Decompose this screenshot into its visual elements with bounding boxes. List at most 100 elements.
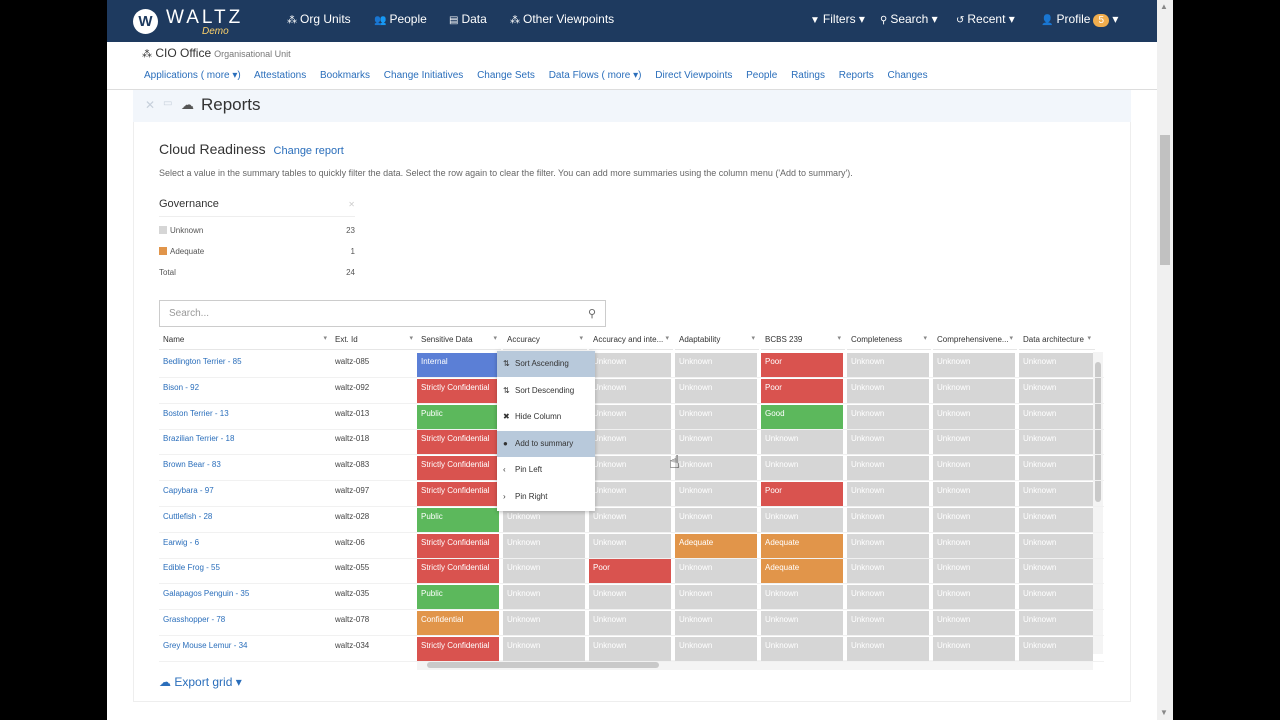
app-name-link[interactable]: Bison - 92 — [163, 382, 200, 392]
nav-search[interactable]: ⚲ Search ▾ — [880, 12, 938, 26]
rating-cell[interactable]: Unknown — [761, 611, 843, 635]
section-direct-viewpoints[interactable]: Direct Viewpoints — [655, 70, 733, 81]
brand[interactable]: W WALTZ Demo — [133, 7, 256, 37]
rating-cell[interactable]: Unknown — [933, 404, 1015, 429]
column-menu-icon[interactable]: ▾ — [323, 335, 327, 342]
nav-org-units[interactable]: ⁂ Org Units — [287, 12, 351, 26]
rating-cell[interactable]: Unknown — [675, 456, 757, 481]
rating-cell[interactable]: Unknown — [675, 507, 757, 532]
rating-cell[interactable]: Unknown — [933, 507, 1015, 532]
rating-cell[interactable]: Strictly Confidential — [417, 482, 499, 506]
rating-cell[interactable]: Unknown — [1019, 636, 1093, 661]
section-data-flows[interactable]: Data Flows ( more ▾) — [548, 70, 642, 81]
column-menu-icon[interactable]: ▾ — [493, 335, 497, 342]
rating-cell[interactable]: Unknown — [589, 430, 671, 455]
rating-cell[interactable]: Adequate — [761, 559, 843, 584]
app-name-link[interactable]: Grey Mouse Lemur - 34 — [163, 640, 248, 650]
rating-cell[interactable]: Unknown — [933, 456, 1015, 481]
rating-cell[interactable]: Strictly Confidential — [417, 456, 499, 481]
column-menu-icon[interactable]: ▾ — [579, 335, 583, 342]
scroll-up-icon[interactable]: ▲ — [1160, 2, 1168, 11]
page-scrollbar[interactable]: ▲ ▼ — [1157, 0, 1173, 720]
rating-cell[interactable]: Unknown — [847, 559, 929, 584]
grid-search-input[interactable]: Search... ⚲ — [159, 300, 606, 327]
grid-vertical-scrollbar[interactable] — [1093, 352, 1103, 654]
rating-cell[interactable]: Unknown — [1019, 353, 1093, 377]
rating-cell[interactable]: Unknown — [503, 636, 585, 661]
rating-cell[interactable]: Adequate — [761, 533, 843, 558]
rating-cell[interactable]: Unknown — [675, 482, 757, 506]
scroll-thumb[interactable] — [1160, 135, 1170, 265]
rating-cell[interactable]: Unknown — [761, 430, 843, 455]
rating-cell[interactable]: Unknown — [847, 482, 929, 506]
rating-cell[interactable]: Unknown — [1019, 611, 1093, 635]
rating-cell[interactable]: Unknown — [847, 404, 929, 429]
rating-cell[interactable]: Unknown — [589, 533, 671, 558]
rating-cell[interactable]: Unknown — [1019, 456, 1093, 481]
rating-cell[interactable]: Unknown — [589, 611, 671, 635]
scroll-down-icon[interactable]: ▼ — [1160, 708, 1168, 717]
nav-data[interactable]: ▤ Data — [449, 12, 487, 26]
column-menu-icon[interactable]: ▾ — [1009, 335, 1013, 342]
rating-cell[interactable]: Strictly Confidential — [417, 378, 499, 403]
column-menu-icon[interactable]: ▾ — [751, 335, 755, 342]
rating-cell[interactable]: Poor — [761, 378, 843, 403]
app-name-link[interactable]: Galapagos Penguin - 35 — [163, 589, 250, 599]
rating-cell[interactable]: Unknown — [933, 585, 1015, 610]
nav-other-viewpoints[interactable]: ⁂ Other Viewpoints — [510, 12, 614, 26]
rating-cell[interactable]: Unknown — [589, 636, 671, 661]
rating-cell[interactable]: Unknown — [847, 378, 929, 403]
column-menu-icon[interactable]: ▾ — [665, 335, 669, 342]
rating-cell[interactable]: Unknown — [933, 482, 1015, 506]
section-bookmarks[interactable]: Bookmarks — [320, 70, 371, 81]
app-name-link[interactable]: Capybara - 97 — [163, 486, 214, 495]
grid-horizontal-scrollbar[interactable] — [417, 660, 1093, 670]
rating-cell[interactable]: Strictly Confidential — [417, 559, 499, 584]
rating-cell[interactable]: Confidential — [417, 611, 499, 635]
column-header[interactable]: Adaptability ▾ — [675, 330, 759, 350]
section-ratings[interactable]: Ratings — [791, 70, 825, 81]
rating-cell[interactable]: Unknown — [933, 636, 1015, 661]
rating-cell[interactable]: Unknown — [1019, 533, 1093, 558]
rating-cell[interactable]: Public — [417, 404, 499, 429]
rating-cell[interactable]: Unknown — [761, 507, 843, 532]
pin-icon[interactable]: ▭ — [163, 98, 173, 109]
app-name-link[interactable]: Earwig - 6 — [163, 537, 200, 547]
menu-item-add-to-summary[interactable]: ● Add to summary — [497, 430, 595, 457]
menu-item-hide-column[interactable]: ✖ Hide Column — [497, 404, 595, 430]
rating-cell[interactable]: Unknown — [761, 585, 843, 610]
menu-item-sort-ascending[interactable]: ⇅ Sort Ascending — [497, 351, 595, 377]
rating-cell[interactable]: Strictly Confidential — [417, 636, 499, 661]
rating-cell[interactable]: Public — [417, 507, 499, 532]
rating-cell[interactable]: Unknown — [1019, 585, 1093, 610]
nav-filters[interactable]: ▼ Filters ▾ — [810, 12, 865, 26]
rating-cell[interactable]: Unknown — [847, 636, 929, 661]
close-icon[interactable]: ✕ — [145, 98, 156, 112]
rating-cell[interactable]: Unknown — [589, 456, 671, 481]
rating-cell[interactable]: Unknown — [589, 482, 671, 506]
column-header[interactable]: Completeness ▾ — [847, 330, 931, 350]
rating-cell[interactable]: Unknown — [933, 559, 1015, 584]
rating-cell[interactable]: Internal — [417, 353, 499, 377]
export-grid-button[interactable]: ☁ Export grid ▾ — [159, 675, 242, 689]
column-menu-icon[interactable]: ▾ — [409, 335, 413, 342]
nav-people[interactable]: 👥 People — [374, 12, 427, 26]
rating-cell[interactable]: Unknown — [1019, 559, 1093, 584]
rating-cell[interactable]: Unknown — [503, 559, 585, 584]
rating-cell[interactable]: Unknown — [589, 378, 671, 403]
menu-item-sort-descending[interactable]: ⇅ Sort Descending — [497, 378, 595, 404]
rating-cell[interactable]: Poor — [761, 482, 843, 506]
rating-cell[interactable]: Unknown — [503, 507, 585, 532]
rating-cell[interactable]: Unknown — [1019, 404, 1093, 429]
rating-cell[interactable]: Unknown — [675, 378, 757, 403]
summary-row-unknown[interactable]: Unknown 23 — [159, 226, 355, 235]
rating-cell[interactable]: Strictly Confidential — [417, 533, 499, 558]
column-header[interactable]: Sensitive Data ▾ — [417, 330, 501, 350]
rating-cell[interactable]: Unknown — [933, 430, 1015, 455]
rating-cell[interactable]: Unknown — [847, 430, 929, 455]
rating-cell[interactable]: Unknown — [503, 533, 585, 558]
app-name-link[interactable]: Cuttlefish - 28 — [163, 511, 213, 521]
rating-cell[interactable]: Unknown — [847, 585, 929, 610]
nav-recent[interactable]: ↺ Recent ▾ — [956, 12, 1015, 26]
nav-profile[interactable]: 👤 Profile 5 ▾ — [1041, 12, 1118, 27]
